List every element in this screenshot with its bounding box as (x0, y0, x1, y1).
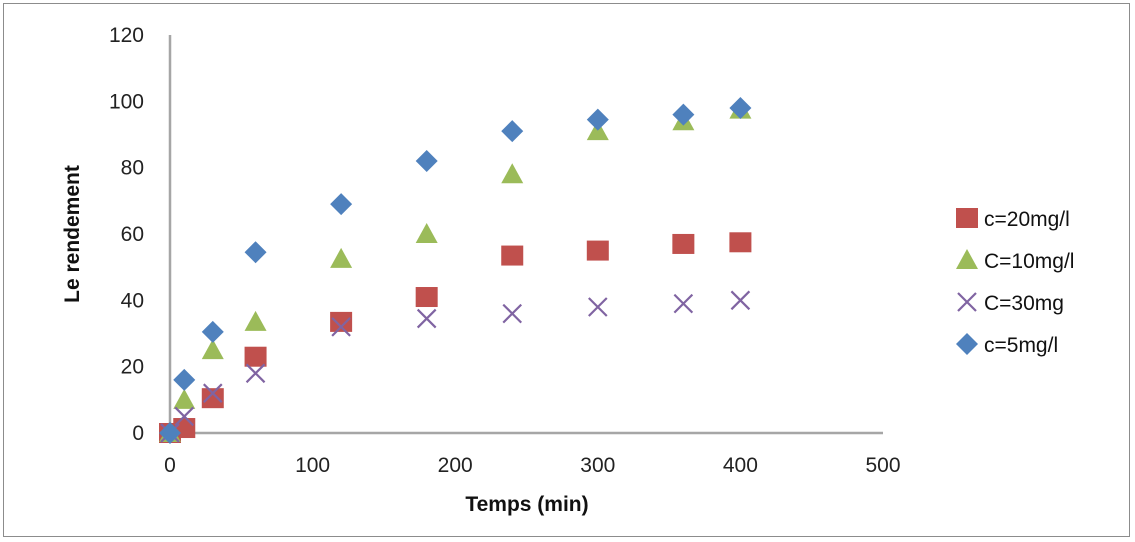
data-point (729, 96, 752, 119)
x-tick-label: 0 (164, 454, 176, 477)
data-point (330, 247, 353, 268)
legend-item: C=10mg/l (956, 249, 1074, 273)
data-point (331, 317, 351, 337)
x-tick-label: 300 (580, 454, 615, 477)
y-tick-label: 100 (109, 90, 144, 113)
data-point (174, 406, 195, 427)
data-point (416, 308, 437, 329)
chart-frame: 0 100 200 300 400 500 0 20 40 60 80 100 120 Temps (m… (3, 3, 1130, 537)
legend-label: C=30mg (984, 292, 1064, 315)
data-point (502, 303, 523, 324)
x-tick-label: 400 (723, 454, 758, 477)
series-3-points (160, 290, 751, 443)
y-tick-label: 40 (121, 289, 144, 312)
series-2-points (159, 98, 752, 442)
legend-marker (956, 333, 978, 355)
data-point (245, 363, 266, 384)
data-point (501, 120, 524, 143)
legend-item: c=5mg/l (956, 333, 1058, 357)
data-points (159, 96, 752, 444)
data-point (203, 383, 223, 403)
data-point (586, 108, 609, 131)
series-4-points (159, 96, 752, 444)
scatter-chart: 0 100 200 300 400 500 0 20 40 60 80 100 120 Temps (m… (61, 24, 1074, 516)
data-point (729, 232, 752, 253)
legend-label: c=5mg/l (984, 334, 1058, 357)
data-point (415, 287, 438, 308)
data-point (244, 346, 267, 367)
data-point (330, 311, 353, 332)
x-tick-label: 500 (865, 454, 900, 477)
legend-label: c=20mg/l (984, 208, 1070, 231)
y-tick-label: 0 (132, 422, 144, 445)
data-point (672, 103, 695, 126)
x-tick-label: 200 (438, 454, 473, 477)
data-point (173, 388, 196, 409)
data-point (415, 223, 438, 243)
data-point (201, 388, 224, 409)
legend-item: c=20mg/l (956, 208, 1070, 231)
y-tick-label: 80 (121, 157, 144, 180)
legend-marker (957, 292, 977, 312)
series-1-points (159, 232, 752, 443)
data-point (586, 240, 609, 261)
data-point (159, 422, 181, 444)
legend-label: C=10mg/l (984, 250, 1074, 273)
data-point (673, 293, 694, 314)
data-point (672, 233, 695, 254)
legend-marker (956, 208, 978, 228)
legend-item: C=30mg (957, 292, 1064, 315)
data-point (330, 193, 353, 216)
data-point (201, 320, 224, 343)
y-tick-label: 60 (121, 223, 144, 246)
tick-labels: 0 100 200 300 400 500 0 20 40 60 80 100 120 (109, 24, 901, 477)
legend-marker (956, 249, 978, 269)
data-point (244, 241, 267, 264)
data-point (415, 150, 438, 173)
data-point (588, 297, 608, 317)
data-point (730, 290, 751, 311)
data-point (501, 245, 524, 266)
legend: c=20mg/l C=10mg/l C=30mg c=5mg/l (956, 208, 1074, 357)
y-tick-label: 20 (121, 356, 144, 379)
data-point (201, 339, 224, 360)
x-tick-label: 100 (295, 454, 330, 477)
data-point (244, 310, 267, 331)
axes (168, 35, 883, 435)
data-point (501, 163, 524, 184)
x-axis-title: Temps (min) (465, 493, 588, 516)
y-axis-title: Le rendement (61, 165, 84, 303)
data-point (173, 368, 196, 391)
y-tick-label: 120 (109, 24, 144, 47)
